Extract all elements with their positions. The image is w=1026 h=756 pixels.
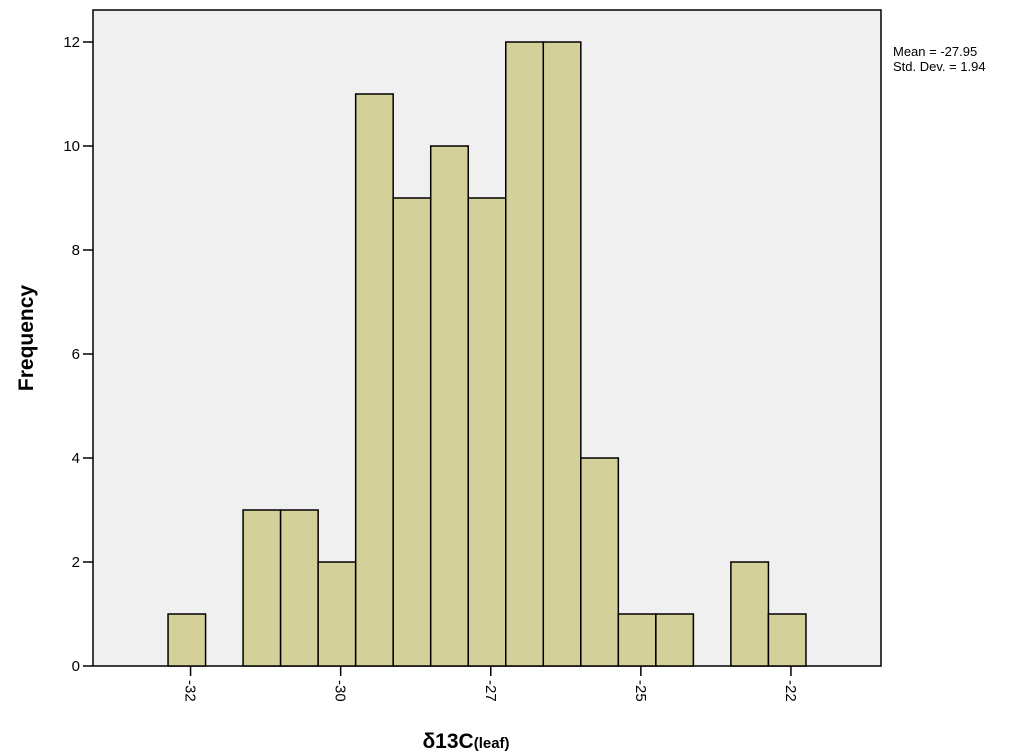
histogram-bar — [167, 613, 207, 667]
histogram-bar — [542, 41, 582, 667]
y-tick-label: 10 — [63, 138, 80, 155]
bars-group — [167, 41, 807, 667]
histogram-bar — [730, 561, 770, 667]
histogram-bar — [467, 197, 507, 667]
x-tick-label: -30 — [332, 680, 349, 702]
stats-box: Mean = -27.95 Std. Dev. = 1.94 — [893, 44, 986, 74]
y-tick-label: 4 — [72, 450, 80, 467]
x-tick-label: -27 — [482, 680, 499, 702]
histogram-bar — [767, 613, 807, 667]
x-tick-label: -22 — [782, 680, 799, 702]
y-tick-label: 2 — [72, 554, 80, 571]
histogram-bar — [242, 509, 282, 667]
x-tick-label: -25 — [632, 680, 649, 702]
std-dev-label: Std. Dev. = 1.94 — [893, 59, 986, 74]
histogram-bar — [655, 613, 695, 667]
y-tick-label: 6 — [72, 346, 80, 363]
y-axis: 0 2 4 6 8 10 12 — [63, 34, 93, 675]
histogram-bar — [580, 457, 620, 667]
histogram-bar — [617, 613, 657, 667]
x-axis-title: δ13C(leaf) — [422, 730, 509, 753]
histogram-bar — [354, 93, 394, 667]
histogram-bar — [429, 145, 469, 667]
x-axis-title-subscript: (leaf) — [474, 735, 510, 752]
histogram-bar — [505, 41, 545, 667]
y-tick-label: 0 — [72, 658, 80, 675]
mean-label: Mean = -27.95 — [893, 44, 978, 59]
x-axis: -32 -30 -27 -25 -22 — [182, 666, 799, 702]
histogram-bar — [317, 561, 357, 667]
histogram-bar — [392, 197, 432, 667]
x-tick-label: -32 — [182, 680, 199, 702]
histogram-bar — [279, 509, 319, 667]
y-tick-label: 12 — [63, 34, 80, 51]
y-tick-label: 8 — [72, 242, 80, 259]
y-axis-title: Frequency — [15, 285, 38, 392]
x-axis-title-main: δ13C — [422, 730, 473, 753]
